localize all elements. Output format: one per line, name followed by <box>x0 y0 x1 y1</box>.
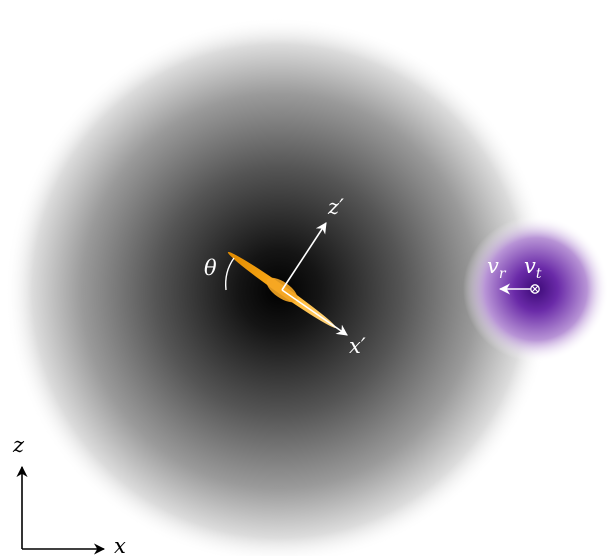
x-prime-axis-arrow <box>281 289 348 336</box>
v-r-label: vr <box>487 254 507 282</box>
theta-arc <box>224 257 235 291</box>
x-prime-label: x′ <box>349 334 366 358</box>
z-prime-label: z′ <box>327 195 344 219</box>
theta-label: θ <box>204 256 217 280</box>
x-axis-label: x <box>114 534 126 556</box>
v-t-out-of-page-icon <box>530 284 540 294</box>
z-prime-axis-arrow <box>281 222 327 291</box>
companion-halo <box>463 216 609 362</box>
z-axis-label: z <box>12 433 25 457</box>
v-t-label: vt <box>524 254 542 282</box>
